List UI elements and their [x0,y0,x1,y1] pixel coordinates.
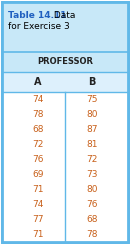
Text: 76: 76 [32,155,44,164]
Text: 72: 72 [86,155,98,164]
Text: 87: 87 [86,125,98,134]
Text: 75: 75 [86,95,98,104]
Text: 80: 80 [86,185,98,194]
Text: A: A [34,77,42,87]
Bar [2,167,128,182]
Bar [2,182,128,197]
Text: 78: 78 [86,230,98,239]
Text: 80: 80 [86,110,98,119]
Text: 71: 71 [32,185,44,194]
Bar [2,197,128,212]
Bar [2,52,128,72]
Bar [2,107,128,122]
Text: 74: 74 [32,200,44,209]
Bar [2,122,128,137]
Text: Table 14.11: Table 14.11 [8,11,67,20]
Text: 72: 72 [32,140,44,149]
Bar [2,72,128,92]
Text: PROFESSOR: PROFESSOR [37,58,93,67]
Bar [2,227,128,242]
Text: 76: 76 [86,200,98,209]
Bar [2,2,128,52]
Text: 68: 68 [32,125,44,134]
Text: 68: 68 [86,215,98,224]
Text: B: B [88,77,96,87]
Text: for Exercise 3: for Exercise 3 [8,22,70,31]
Text: 81: 81 [86,140,98,149]
Text: Data: Data [51,11,75,20]
Text: 69: 69 [32,170,44,179]
Bar [2,212,128,227]
Text: 73: 73 [86,170,98,179]
Text: 77: 77 [32,215,44,224]
Text: 71: 71 [32,230,44,239]
Bar [2,152,128,167]
Text: 74: 74 [32,95,44,104]
Text: 78: 78 [32,110,44,119]
Bar [2,137,128,152]
Bar [2,92,128,107]
